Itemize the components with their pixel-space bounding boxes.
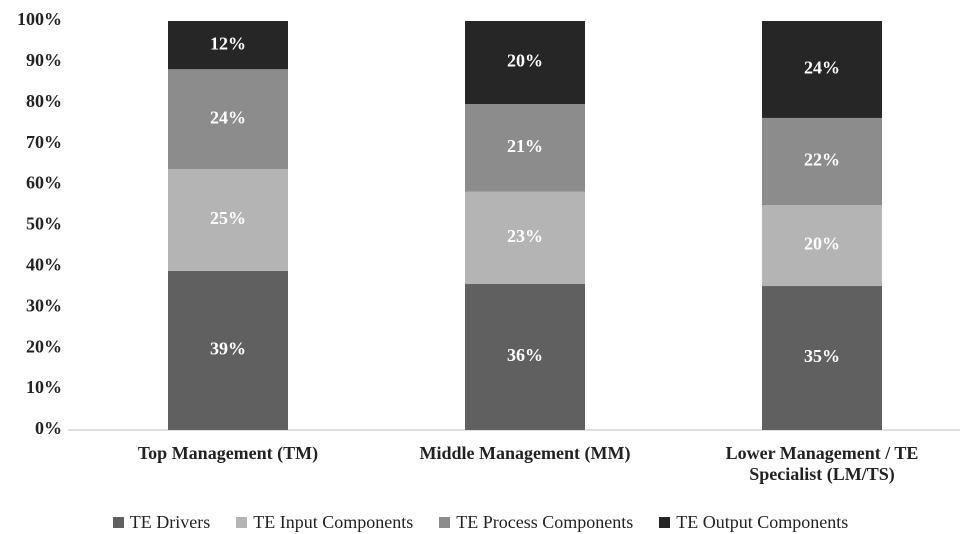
legend-swatch: [659, 517, 671, 528]
legend-label: TE Drivers: [129, 512, 211, 532]
y-tick-label: 40%: [26, 255, 62, 275]
y-tick-label: 90%: [26, 50, 62, 70]
y-tick-label: 20%: [26, 336, 62, 356]
bar-segment: [465, 104, 585, 192]
data-label: 35%: [804, 346, 840, 366]
bar-segment: [168, 169, 288, 271]
data-label: 12%: [210, 33, 246, 53]
data-label: 23%: [507, 226, 543, 246]
legend-label: TE Input Components: [253, 512, 414, 532]
y-tick-label: 30%: [26, 295, 62, 315]
legend-swatch: [439, 517, 451, 528]
x-tick-label: Middle Management (MM): [419, 443, 631, 463]
data-label: 20%: [507, 51, 543, 71]
data-label: 20%: [804, 234, 840, 254]
bar-segment: [762, 205, 882, 287]
data-label: 39%: [210, 339, 246, 359]
y-tick-label: 80%: [26, 91, 62, 111]
y-tick-label: 50%: [26, 214, 62, 234]
legend-label: TE Output Components: [676, 512, 849, 532]
y-tick-label: 70%: [26, 132, 62, 152]
bar-segment: [465, 21, 585, 105]
bar-segment: [762, 21, 882, 118]
legend-item: TE Input Components: [236, 512, 413, 533]
legend-item: TE Output Components: [659, 512, 848, 533]
bar-segment: [168, 21, 288, 70]
y-tick-label: 0%: [35, 418, 62, 438]
data-label: 36%: [507, 345, 543, 365]
data-label: 24%: [804, 58, 840, 78]
x-tick-label: Lower Management / TE Specialist (LM/TS): [725, 443, 919, 484]
x-tick-label: Top Management (TM): [137, 443, 319, 463]
data-label: 21%: [507, 136, 543, 156]
legend-item: TE Process Components: [439, 512, 633, 533]
legend-swatch: [112, 517, 124, 528]
legend: TE Drivers TE Input Components TE Process …: [0, 512, 961, 533]
legend-swatch: [236, 517, 248, 528]
bar-segment: [465, 191, 585, 284]
bar-segment: [762, 117, 882, 206]
bar-segment: [168, 69, 288, 170]
y-tick-label: 100%: [17, 9, 62, 29]
y-tick-label: 10%: [26, 377, 62, 397]
bar-segment: [762, 286, 882, 430]
legend-label: TE Process Components: [456, 512, 634, 532]
legend-item: TE Drivers: [112, 512, 211, 533]
y-tick-label: 60%: [26, 173, 62, 193]
bar-segment: [168, 270, 288, 430]
data-label: 22%: [804, 150, 840, 170]
bar-segment: [465, 283, 585, 430]
data-label: 24%: [210, 107, 246, 127]
data-label: 25%: [210, 208, 246, 228]
